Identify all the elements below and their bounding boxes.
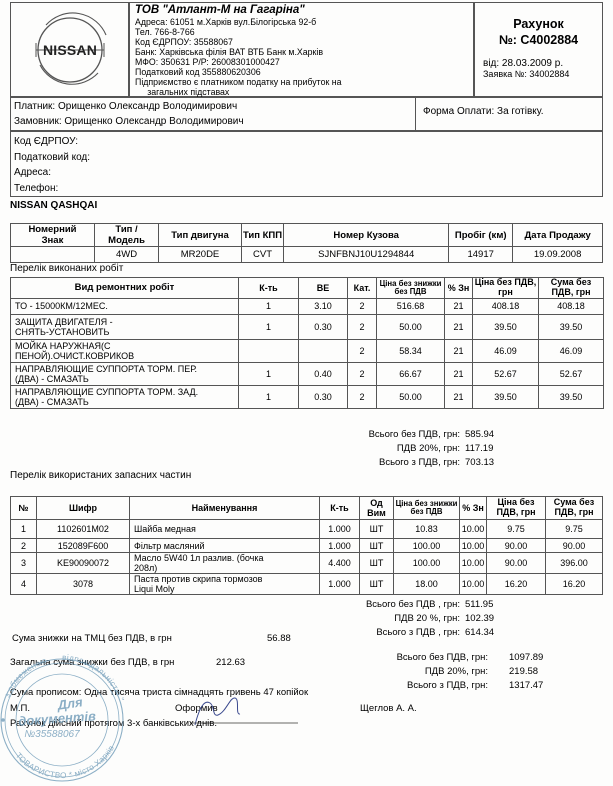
- svg-text:№35588067: №35588067: [24, 729, 80, 740]
- svg-text:документів: документів: [18, 708, 97, 728]
- svg-text:ТОВАРИСТВО * місто Харків: ТОВАРИСТВО * місто Харків: [14, 744, 116, 780]
- svg-text:NISSAN: NISSAN: [42, 42, 96, 58]
